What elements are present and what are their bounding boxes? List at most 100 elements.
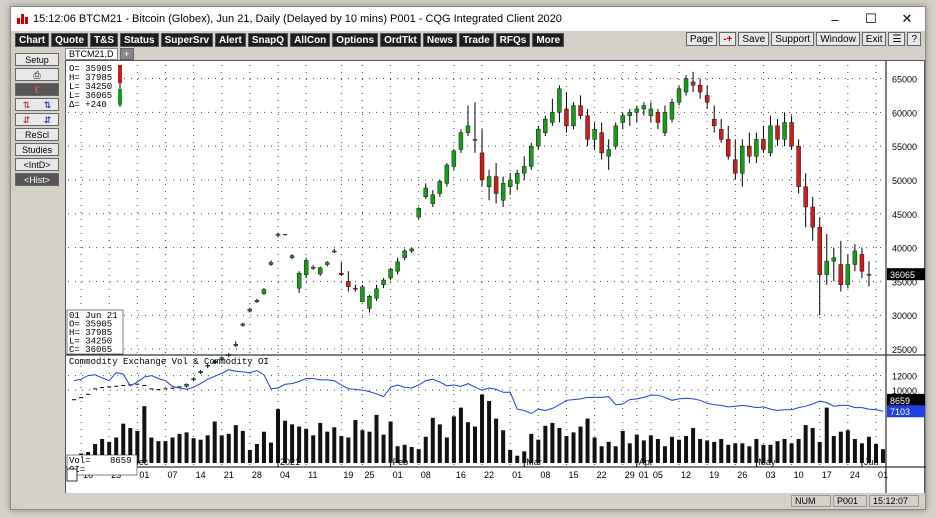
print-button[interactable]: ⎙ xyxy=(15,68,59,81)
candle-body xyxy=(444,164,450,184)
info-bottom-line: L= 34250 xyxy=(69,337,112,347)
toolbar-news-button[interactable]: News xyxy=(422,32,457,47)
candle-body xyxy=(719,129,724,140)
candle-body xyxy=(761,139,766,150)
candle-body xyxy=(669,101,675,120)
toolbar-alert-button[interactable]: Alert xyxy=(215,32,246,47)
candle-body xyxy=(205,365,210,367)
volume-bar xyxy=(691,428,696,463)
intraday-button[interactable]: <IntD> xyxy=(15,158,59,171)
volume-legend-vol-value: 8659 xyxy=(110,456,132,466)
toolbar-window-button[interactable]: Window xyxy=(816,32,860,46)
volume-bar xyxy=(177,433,182,463)
main-toolbar: Chart Quote T&S Status SuperSrv Alert SnapQ All… xyxy=(11,31,925,48)
volume-bar xyxy=(557,428,562,463)
candle-body xyxy=(599,132,604,154)
maximize-button[interactable]: ☐ xyxy=(865,11,877,26)
toolbar-support-button[interactable]: Support xyxy=(771,32,815,46)
studies-button[interactable]: Studies xyxy=(15,143,59,156)
candle-body xyxy=(613,125,618,147)
toolbar-more-button[interactable]: More xyxy=(532,32,565,47)
toolbar-snapq-button[interactable]: SnapQ xyxy=(247,32,289,47)
volume-bar xyxy=(339,436,344,463)
toolbar-options-button[interactable]: Options xyxy=(332,32,379,47)
toolbar-status-button[interactable]: Status xyxy=(120,32,159,47)
candle-body xyxy=(493,176,499,194)
price-tick-label: 45000 xyxy=(892,210,917,220)
add-tab-button[interactable]: + xyxy=(119,48,134,60)
minimize-button[interactable]: – xyxy=(831,11,839,27)
price-tick-label: 35000 xyxy=(892,277,917,287)
toolbar-layout-button[interactable]: ☰ xyxy=(888,32,906,46)
volume-bar xyxy=(233,425,238,463)
toolbar-exit-button[interactable]: Exit xyxy=(861,32,887,46)
info-top-line: L= 36065 xyxy=(69,91,112,101)
volume-bar xyxy=(571,432,576,463)
candle-body xyxy=(212,360,217,363)
volume-bar xyxy=(655,438,660,463)
last-volume-marker xyxy=(887,393,925,406)
euro-icon: € xyxy=(34,85,40,95)
candle-body xyxy=(465,125,471,133)
candle-style-alt-icon[interactable]: ⇵ xyxy=(43,115,52,125)
volume-bar xyxy=(353,420,358,463)
toolbar-page-button[interactable]: Page xyxy=(685,32,718,46)
toolbar-rfqs-button[interactable]: RFQs xyxy=(495,32,531,47)
candle-body xyxy=(775,125,780,140)
price-tick-label: 40000 xyxy=(892,244,917,254)
bar-style-alt-icon[interactable]: ⇅ xyxy=(43,100,52,110)
bar-style-icon[interactable]: ⇅ xyxy=(22,100,31,110)
info-top-line: H= 37985 xyxy=(69,73,112,83)
toolbar-ts-button[interactable]: T&S xyxy=(90,32,119,47)
history-button[interactable]: <Hist> xyxy=(15,173,59,186)
tab-btcm21[interactable]: BTCM21,D xyxy=(65,48,118,60)
candle-body xyxy=(486,176,492,187)
candle-body xyxy=(303,260,309,275)
chart-area[interactable]: 25000 30000 35000 40000 45000 50000 55000 60000… xyxy=(65,60,926,495)
candle-body xyxy=(655,112,661,123)
volume-bar xyxy=(367,431,372,463)
volume-bar xyxy=(473,426,477,463)
mini-candle-up xyxy=(118,65,122,83)
volume-bar xyxy=(874,444,878,463)
toolbar-ordtkt-button[interactable]: OrdTkt xyxy=(380,32,421,47)
volume-bar xyxy=(480,394,485,463)
rescale-button[interactable]: ReScl xyxy=(15,128,59,141)
price-volume-chart[interactable]: 25000 30000 35000 40000 45000 50000 55000 60000… xyxy=(66,61,926,495)
toolbar-supersrv-button[interactable]: SuperSrv xyxy=(160,32,214,47)
candle-body xyxy=(641,105,647,110)
volume-bar xyxy=(515,455,520,463)
candle-body xyxy=(845,264,851,285)
candle-body xyxy=(416,208,421,218)
toolbar-quote-button[interactable]: Quote xyxy=(51,32,89,47)
volume-bar xyxy=(247,449,252,463)
num-lock-indicator: NUM xyxy=(791,495,831,507)
month-tick-label: Dec xyxy=(132,457,149,467)
close-button[interactable]: ✕ xyxy=(901,11,913,26)
toolbar-save-button[interactable]: Save xyxy=(738,32,770,46)
candle-body xyxy=(789,122,794,147)
day-tick-label: 14 xyxy=(196,470,206,480)
toolbar-trade-button[interactable]: Trade xyxy=(458,32,494,47)
volume-bar xyxy=(508,449,513,463)
volume-bar xyxy=(705,440,710,463)
volume-panel-title: Commodity Exchange Vol & Commodity OI xyxy=(69,357,269,367)
candle-body xyxy=(838,264,844,285)
volume-bar xyxy=(191,438,196,463)
toolbar-allcon-button[interactable]: AllCon xyxy=(290,32,331,47)
volume-bar xyxy=(212,421,217,463)
day-tick-label: 03 xyxy=(765,470,775,480)
toolbar-help-button[interactable]: ? xyxy=(907,32,921,46)
volume-bar xyxy=(268,442,273,463)
volume-bar xyxy=(423,436,428,463)
volume-bar xyxy=(796,438,801,463)
toolbar-zoom-button[interactable]: -+ xyxy=(719,32,737,46)
candle-style-icon[interactable]: ⇵ xyxy=(22,115,31,125)
title-bar: 15:12:06 BTCM21 - Bitcoin (Globex), Jun … xyxy=(11,7,925,31)
candle-body xyxy=(247,308,253,312)
toolbar-chart-button[interactable]: Chart xyxy=(15,32,50,47)
setup-button[interactable]: Setup xyxy=(15,53,59,66)
volume-bar xyxy=(761,444,766,463)
status-bar: NUM P001 15:12:07 xyxy=(11,493,925,509)
currency-button[interactable]: € xyxy=(15,83,59,96)
